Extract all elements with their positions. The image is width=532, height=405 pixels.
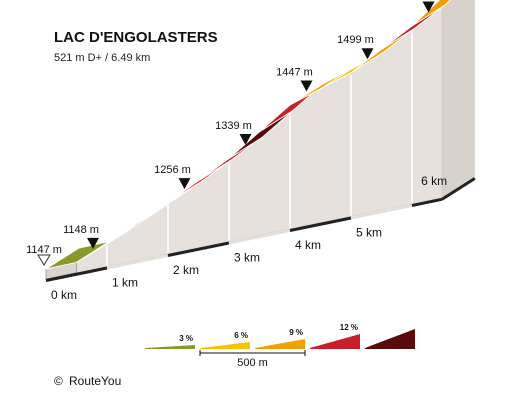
elevation-marker-triangle: [178, 178, 191, 190]
distance-tick-label: 5 km: [356, 225, 382, 239]
elevation-marker-label: 1499 m: [337, 34, 374, 46]
baseline-band: [167, 241, 230, 257]
baseline-band: [411, 197, 443, 207]
copyright-symbol: ©: [54, 374, 63, 388]
elevation-marker-label: 1148 m: [63, 224, 99, 236]
distance-tick-label: 0 km: [51, 288, 77, 302]
distance-tick-label: 6 km: [421, 174, 447, 188]
brand-name: RouteYou: [69, 374, 121, 388]
legend-label: 3 %: [179, 334, 193, 343]
elevation-marker-label: 1147 m: [26, 244, 62, 256]
chart-subtitle: 521 m D+ / 6.49 km: [54, 52, 150, 64]
scale-bar-label: 500 m: [237, 357, 268, 369]
baseline-band: [289, 216, 352, 232]
end-cap-polygon: [441, 0, 475, 198]
distance-tick-label: 4 km: [295, 238, 321, 252]
distance-tick-label: 1 km: [112, 275, 138, 289]
legend-swatch: [200, 342, 250, 349]
elevation-marker-triangle: [87, 237, 99, 249]
elevation-marker-triangle: [422, 1, 435, 13]
legend-swatch: [145, 345, 195, 349]
distance-ticks: 0 km 1 km 2 km 3 km 4 km 5 km 6 km: [51, 174, 447, 302]
legend-label: 9 %: [289, 328, 303, 337]
elevation-marker-label: 1339 m: [215, 120, 252, 132]
legend-swatch: [365, 329, 415, 349]
legend-swatch: [310, 334, 360, 349]
elevation-marker-triangle: [300, 80, 313, 92]
elevation-marker-label: 1256 m: [154, 164, 191, 176]
chart-title: LAC D'ENGOLASTERS: [54, 29, 218, 46]
baseline-band: [350, 204, 413, 220]
elevation-marker-label: 1447 m: [276, 66, 313, 78]
elevation-marker-triangle: [239, 134, 252, 145]
slope-segment: [411, 0, 451, 27]
legend-label: 12 %: [340, 323, 358, 332]
start-marker-triangle: [37, 254, 51, 266]
legend-label: 6 %: [234, 331, 248, 340]
distance-tick-label: 2 km: [173, 263, 199, 277]
baseline-depth: [441, 177, 476, 201]
elevation-marker-triangle: [361, 48, 374, 60]
legend-swatch: [255, 339, 305, 349]
baseline-band: [228, 229, 291, 245]
gradient-legend: 3 % 6 % 9 % 12 % 500 m: [145, 323, 415, 369]
profile-top-surface: [45, 0, 451, 270]
distance-tick-label: 3 km: [234, 250, 260, 264]
baseline-band: [45, 266, 108, 282]
baseline-band: [106, 254, 169, 270]
distance-baseline: [45, 177, 476, 282]
